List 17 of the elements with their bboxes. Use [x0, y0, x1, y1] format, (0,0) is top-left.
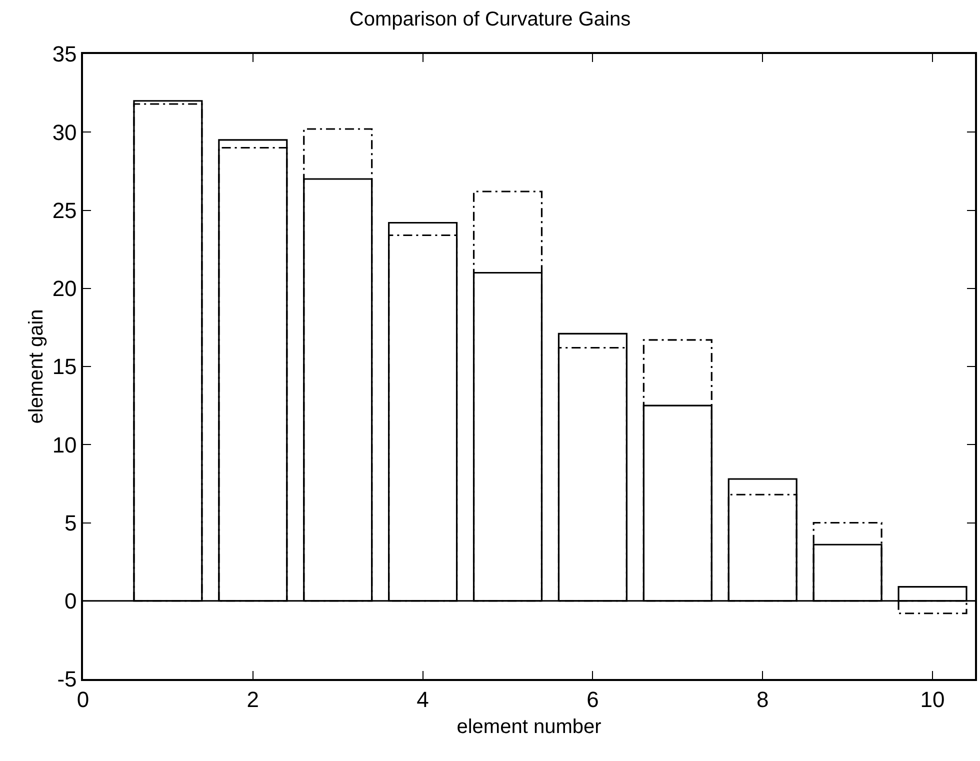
- y-tick-label: -5: [57, 666, 77, 692]
- x-tick-label: 8: [756, 687, 769, 712]
- y-tick-label: 25: [52, 198, 77, 223]
- y-tick-label: 0: [64, 588, 77, 614]
- y-tick-label: 5: [64, 510, 77, 536]
- y-tick-label: 35: [52, 42, 77, 67]
- x-tick-label: 2: [246, 687, 260, 712]
- y-tick-label: 30: [52, 120, 77, 145]
- y-axis-title: element gain: [25, 309, 48, 424]
- x-tick-label: 10: [920, 687, 945, 712]
- y-tick-label: 15: [52, 354, 77, 380]
- chart-title: Comparison of Curvature Gains: [349, 8, 631, 30]
- y-tick-label: 20: [52, 276, 77, 302]
- y-tick-label: 10: [52, 432, 77, 458]
- x-tick-label: 4: [416, 687, 429, 712]
- x-tick-label: 6: [586, 687, 599, 712]
- x-axis-title: element number: [456, 716, 602, 738]
